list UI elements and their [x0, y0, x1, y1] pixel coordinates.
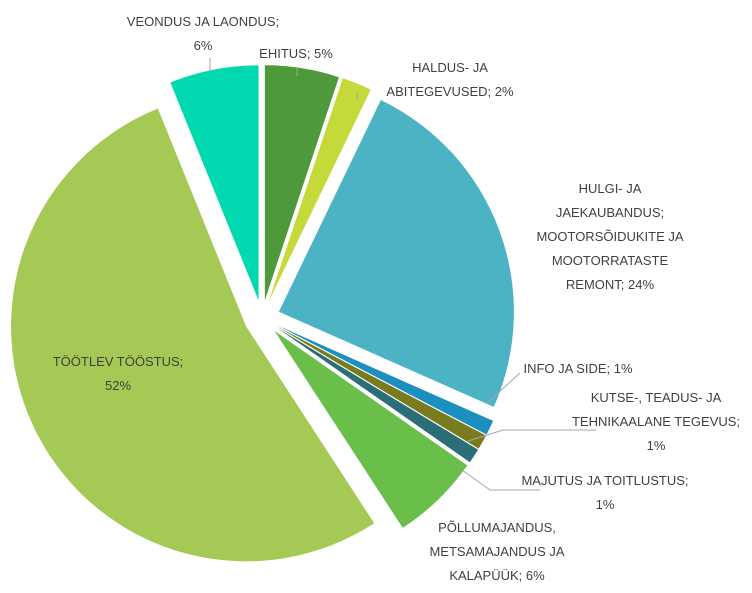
- leader-line: [461, 469, 540, 491]
- data-label: PÕLLUMAJANDUS, METSAMAJANDUS JA KALAPÜÜK; …: [429, 520, 564, 583]
- pie-slice: [277, 326, 487, 449]
- data-label-line: MOOTORRATASTE: [552, 253, 669, 268]
- data-label-line: INFO JA SIDE; 1%: [523, 361, 633, 376]
- pie-slice: [11, 108, 375, 562]
- data-label-line: METSAMAJANDUS JA: [429, 544, 564, 559]
- data-label-line: HALDUS- JA: [412, 60, 488, 75]
- data-label-line: TEHNIKAALANE TEGEVUS;: [572, 414, 740, 429]
- pie-slice: [268, 78, 371, 302]
- leader-line: [485, 372, 521, 405]
- data-label-line: KUTSE-, TEADUS- JA: [591, 390, 722, 405]
- data-label-line: 52%: [105, 378, 131, 393]
- pie-slice: [264, 65, 339, 301]
- data-label-line: EHITUS; 5%: [259, 46, 333, 61]
- data-label-line: REMONT; 24%: [566, 277, 655, 292]
- data-label-line: 1%: [596, 497, 615, 512]
- data-label-line: MAJUTUS JA TOITLUSTUS;: [521, 473, 688, 488]
- pie-slice: [170, 65, 259, 301]
- data-label: KUTSE-, TEADUS- JA TEHNIKAALANE TEGEVUS; 1…: [572, 390, 740, 453]
- pie-slice: [274, 330, 468, 528]
- data-label-line: ABITEGEVUSED; 2%: [386, 84, 514, 99]
- pie-slice: [277, 327, 479, 463]
- data-label-line: HULGI- JA: [579, 181, 642, 196]
- data-label-line: KALAPÜÜK; 6%: [449, 568, 545, 583]
- data-label-line: PÕLLUMAJANDUS,: [438, 520, 556, 535]
- data-label: TÖÖTLEV TÖÖSTUS; 52%: [53, 354, 184, 393]
- data-label-line: MOOTORSÕIDUKITE JA: [536, 229, 683, 244]
- pie-slice: [278, 100, 514, 407]
- data-label: HULGI- JA JAEKAUBANDUS; MOOTORSÕIDUKITE JA…: [536, 181, 683, 292]
- pie-slice: [278, 325, 494, 435]
- data-label-line: TÖÖTLEV TÖÖSTUS;: [53, 354, 184, 369]
- data-label: MAJUTUS JA TOITLUSTUS; 1%: [521, 473, 688, 512]
- data-label: VEONDUS JA LAONDUS; 6%: [127, 14, 279, 53]
- data-label-line: JAEKAUBANDUS;: [556, 205, 664, 220]
- data-label: HALDUS- JA ABITEGEVUSED; 2%: [386, 60, 514, 99]
- data-label-line: 6%: [194, 38, 213, 53]
- data-label: INFO JA SIDE; 1%: [523, 361, 633, 376]
- data-label-line: 1%: [647, 438, 666, 453]
- data-label: EHITUS; 5%: [259, 46, 333, 61]
- data-label-line: VEONDUS JA LAONDUS;: [127, 14, 279, 29]
- leader-line: [467, 429, 596, 442]
